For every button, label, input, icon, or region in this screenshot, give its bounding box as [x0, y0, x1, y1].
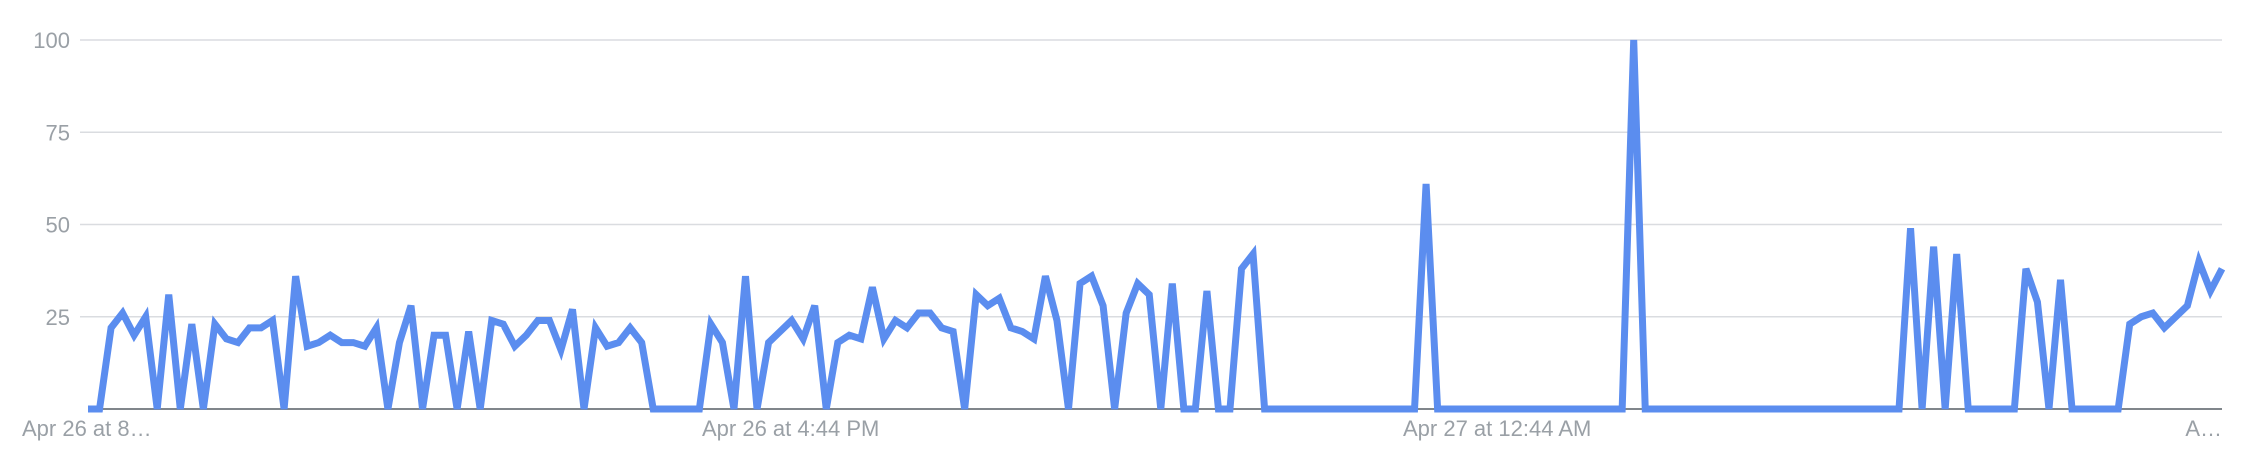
series-layer [88, 39, 2226, 413]
series-line [88, 39, 2226, 413]
x-axis-ticks: Apr 26 at 8… Apr 26 at 4:44 PM Apr 27 at 1… [22, 416, 2222, 441]
x-tick-label: Apr 27 at 12:44 AM [1403, 416, 1591, 441]
x-tick-label: Apr 26 at 4:44 PM [702, 416, 879, 441]
y-axis-ticks: 25 50 75 100 [33, 28, 70, 330]
gridlines [80, 39, 2222, 318]
y-tick-label: 100 [33, 28, 70, 53]
y-tick-label: 25 [46, 305, 70, 330]
y-tick-label: 50 [46, 213, 70, 238]
x-tick-label: A… [2185, 416, 2222, 441]
x-tick-label: Apr 26 at 8… [22, 416, 152, 441]
y-tick-label: 75 [46, 120, 70, 145]
